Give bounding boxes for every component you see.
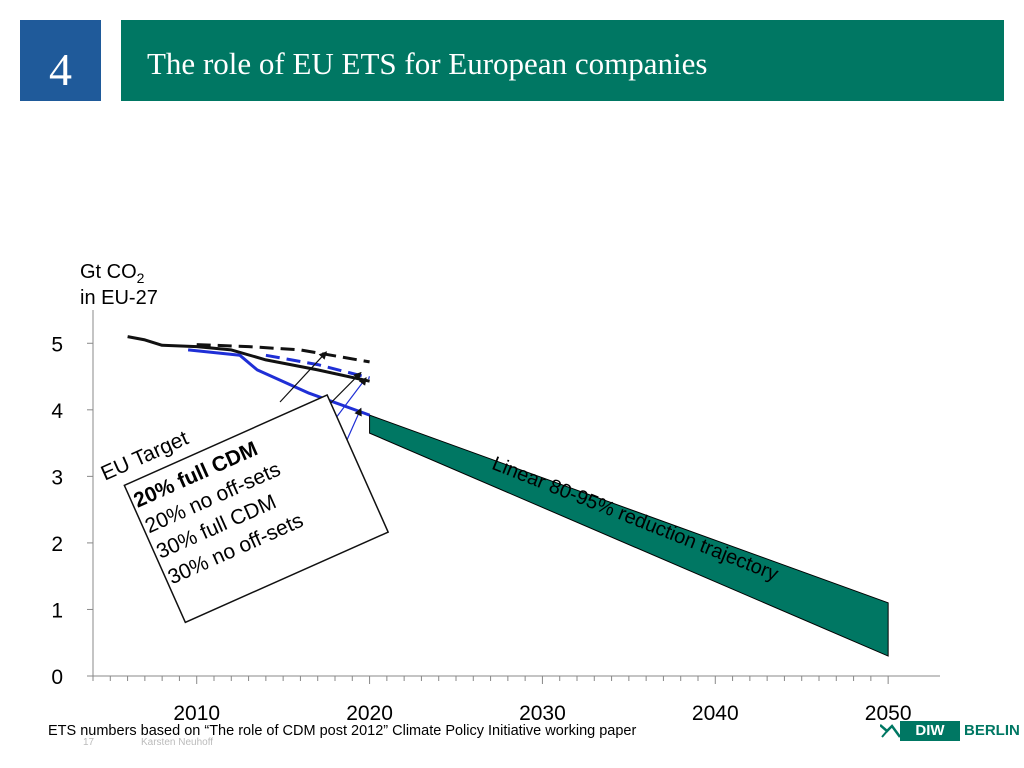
series-line-4 bbox=[187, 348, 371, 417]
slide-number: 4 bbox=[49, 44, 72, 95]
title-bar: The role of EU ETS for European companie… bbox=[121, 20, 1004, 101]
y-tick-label: 5 bbox=[51, 333, 63, 356]
page-number: 17 bbox=[83, 737, 95, 748]
legend-pointer bbox=[279, 351, 328, 403]
author-name: Karsten Neuhoff bbox=[141, 737, 214, 748]
logo-box: DIW bbox=[900, 721, 960, 741]
slide-title: The role of EU ETS for European companie… bbox=[147, 46, 708, 81]
y-axis-label: Gt CO2 bbox=[80, 261, 145, 286]
footnote: ETS numbers based on “The role of CDM po… bbox=[48, 723, 637, 739]
diw-berlin-logo: DIW BERLIN bbox=[880, 720, 1020, 744]
x-tick-label: 2040 bbox=[692, 702, 739, 725]
x-tick-label: 2010 bbox=[173, 702, 220, 725]
y-tick-label: 3 bbox=[51, 466, 63, 489]
y-tick-label: 2 bbox=[51, 533, 63, 556]
y-axis-label-line2: in EU-27 bbox=[80, 287, 158, 309]
x-tick-label: 2030 bbox=[519, 702, 566, 725]
series-line-2 bbox=[127, 335, 370, 383]
x-tick-label: 2050 bbox=[865, 702, 912, 725]
y-tick-label: 4 bbox=[51, 400, 63, 423]
y-tick-label: 0 bbox=[51, 666, 63, 689]
logo-mark-icon bbox=[880, 724, 902, 738]
series-line-3 bbox=[265, 353, 370, 380]
reduction-band-label: Linear 80-95% reduction trajectory bbox=[489, 453, 781, 586]
y-tick-label: 1 bbox=[51, 599, 63, 622]
reduction-band bbox=[369, 414, 889, 657]
series-line-1 bbox=[196, 343, 370, 364]
x-tick-label: 2020 bbox=[346, 702, 393, 725]
slide-number-box: 4 bbox=[20, 20, 101, 101]
logo-text: BERLIN bbox=[964, 722, 1020, 739]
legend-frame bbox=[123, 394, 390, 624]
